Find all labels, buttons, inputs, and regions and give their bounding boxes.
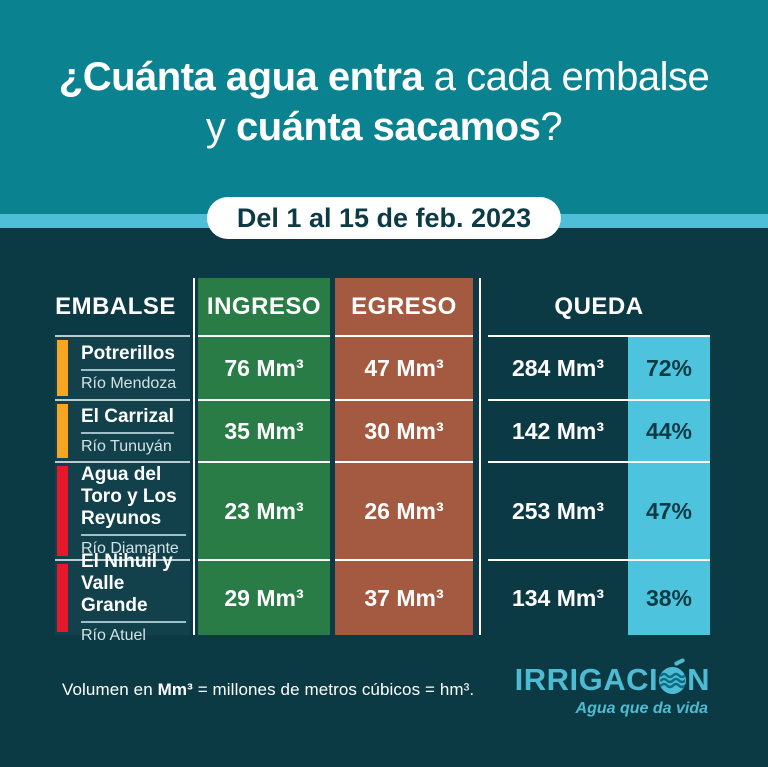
footnote-unit: Mm³ bbox=[157, 680, 193, 699]
footnote: Volumen en Mm³ = millones de metros cúbi… bbox=[62, 680, 474, 700]
reservoir-name: Potrerillos bbox=[81, 343, 175, 372]
title-regular-1: a cada embalse bbox=[423, 55, 710, 99]
column-divider-line bbox=[479, 278, 481, 635]
river-name: Río Atuel bbox=[81, 627, 146, 645]
reservoir-accent-bar bbox=[57, 404, 68, 458]
queda-percent-cell: 38% bbox=[628, 559, 710, 635]
river-name: Río Mendoza bbox=[81, 375, 177, 393]
title-regular-2: y bbox=[205, 105, 237, 149]
table-row-reservoir-cell: El Nihuil y Valle Grande Río Atuel bbox=[55, 551, 190, 644]
queda-value-cell: 284 Mm³ bbox=[488, 335, 628, 399]
logo-wordmark: IRRIGACI N bbox=[514, 657, 710, 698]
ingreso-value-cell: 35 Mm³ bbox=[198, 399, 330, 461]
irrigacion-logo: IRRIGACI N Agua que da vida bbox=[514, 657, 710, 718]
logo-text-left: IRRIGACI bbox=[514, 662, 659, 697]
column-header-egreso: EGRESO bbox=[335, 278, 473, 335]
egreso-value-cell: 37 Mm³ bbox=[335, 559, 473, 635]
footnote-text-rest: = millones de metros cúbicos = hm³. bbox=[192, 680, 475, 699]
reservoir-name: El Nihuil y Valle Grande bbox=[81, 551, 186, 624]
title-question-mark: ? bbox=[540, 105, 563, 149]
logo-tagline: Agua que da vida bbox=[575, 700, 708, 717]
header-band bbox=[0, 0, 768, 214]
footnote-text: Volumen en bbox=[62, 680, 158, 699]
queda-percent-cell: 72% bbox=[628, 335, 710, 399]
title-line-2: y cuánta sacamos? bbox=[0, 102, 768, 152]
ingreso-value-cell: 23 Mm³ bbox=[198, 461, 330, 559]
egreso-value-cell: 30 Mm³ bbox=[335, 399, 473, 461]
date-range-label: Del 1 al 15 de feb. 2023 bbox=[236, 202, 532, 233]
queda-percent-cell: 44% bbox=[628, 399, 710, 461]
column-divider-line bbox=[193, 278, 195, 635]
reservoir-table: EMBALSE INGRESO EGRESO QUEDA Potrerillos… bbox=[55, 278, 710, 644]
column-header-ingreso: INGRESO bbox=[198, 278, 330, 335]
queda-value-cell: 253 Mm³ bbox=[488, 461, 628, 559]
reservoir-accent-bar bbox=[57, 564, 68, 632]
ingreso-value-cell: 29 Mm³ bbox=[198, 559, 330, 635]
table-row-reservoir-cell: Agua del Toro y Los Reyunos Río Diamante bbox=[55, 461, 190, 559]
title-bold-1: ¿Cuánta agua entra bbox=[58, 55, 424, 99]
egreso-value-cell: 26 Mm³ bbox=[335, 461, 473, 559]
ingreso-value-cell: 76 Mm³ bbox=[198, 335, 330, 399]
title-line-1: ¿Cuánta agua entra a cada embalse bbox=[0, 52, 768, 102]
reservoir-name: Agua del Toro y Los Reyunos bbox=[81, 464, 186, 537]
queda-value-cell: 142 Mm³ bbox=[488, 399, 628, 461]
reservoir-accent-bar bbox=[57, 466, 68, 556]
river-name: Río Diamante bbox=[81, 540, 179, 558]
title-bold-2: cuánta sacamos bbox=[236, 105, 541, 149]
accent-mark-icon bbox=[673, 657, 686, 666]
queda-percent-cell: 47% bbox=[628, 461, 710, 559]
date-range-pill: Del 1 al 15 de feb. 2023 bbox=[206, 197, 562, 239]
logo-text-right: N bbox=[687, 662, 710, 697]
reservoir-accent-bar bbox=[57, 340, 68, 396]
table-row-reservoir-cell: El Carrizal Río Tunuyán bbox=[55, 399, 190, 461]
column-header-embalse: EMBALSE bbox=[55, 292, 176, 320]
reservoir-name: El Carrizal bbox=[81, 406, 174, 435]
page-title: ¿Cuánta agua entra a cada embalse y cuán… bbox=[0, 52, 768, 152]
table-row-reservoir-cell: Potrerillos Río Mendoza bbox=[55, 335, 190, 399]
column-header-queda: QUEDA bbox=[554, 292, 644, 320]
wave-o-icon bbox=[659, 657, 687, 694]
queda-value-cell: 134 Mm³ bbox=[488, 559, 628, 635]
water-waves-icon bbox=[660, 672, 686, 688]
egreso-value-cell: 47 Mm³ bbox=[335, 335, 473, 399]
river-name: Río Tunuyán bbox=[81, 438, 172, 456]
